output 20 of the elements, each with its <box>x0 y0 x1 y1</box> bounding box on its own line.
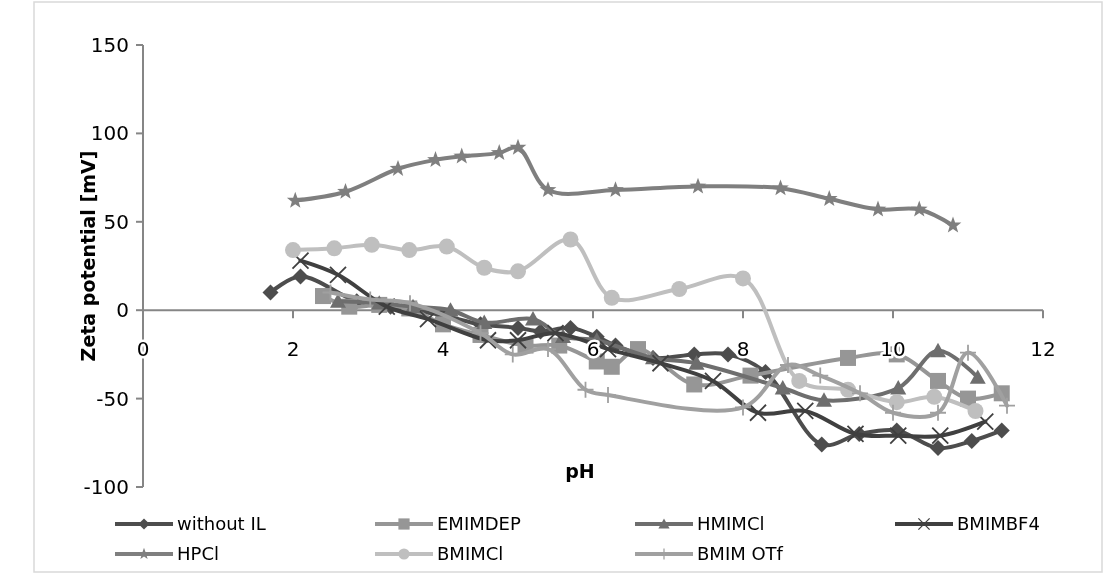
legend-label: HPCl <box>177 543 219 565</box>
x-tick-label: 4 <box>436 337 450 362</box>
legend-label: without IL <box>177 513 266 535</box>
y-axis-title: Zeta potential [mV] <box>77 150 99 362</box>
x-tick-label: 12 <box>1030 337 1056 362</box>
y-tick-label: -100 <box>83 475 129 499</box>
y-tick-label: -50 <box>96 386 129 411</box>
y-tick-label: 100 <box>90 121 129 146</box>
x-tick-label: 2 <box>286 337 300 362</box>
x-tick-label: 8 <box>736 337 750 362</box>
legend-label: BMIMBF4 <box>957 513 1040 535</box>
y-tick-label: 50 <box>103 209 129 234</box>
legend-label: HMIMCl <box>697 513 765 535</box>
legend-label: BMIM OTf <box>697 543 784 565</box>
x-tick-label: 0 <box>136 337 150 362</box>
legend-label: BMIMCl <box>437 543 504 565</box>
legend-label: EMIMDEP <box>437 513 521 535</box>
y-tick-label: 0 <box>116 298 129 323</box>
x-axis-title: pH <box>565 460 595 482</box>
y-tick-label: 150 <box>90 33 129 57</box>
